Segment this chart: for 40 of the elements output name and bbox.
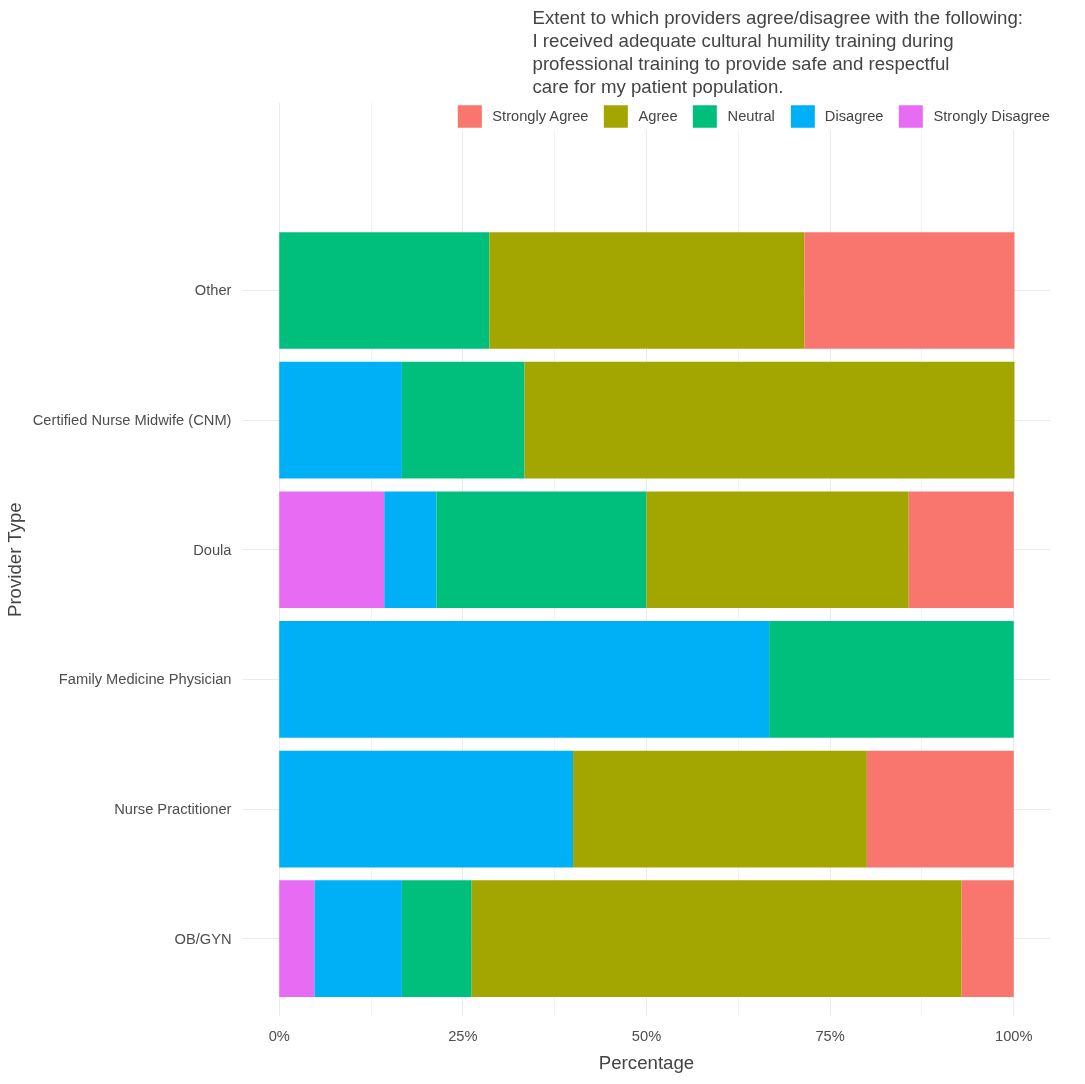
y-tick-label: Nurse Practitioner xyxy=(114,801,232,818)
chart-title: Extent to which providers agree/disagree with the following: I received adequate cultural humility training during professional training to provide safe and respectful care for my patient population. xyxy=(532,7,1024,98)
legend-label: Strongly Agree xyxy=(492,108,589,124)
y-tick-label: Family Medicine Physician xyxy=(58,671,232,688)
y-tick-label: Doula xyxy=(193,541,233,558)
x-tick-label: 100% xyxy=(995,1027,1033,1044)
x-tick-label: 25% xyxy=(448,1027,478,1044)
y-tick-label: Certified Nurse Midwife (CNM) xyxy=(32,412,232,429)
y-axis-title: Provider Type xyxy=(3,502,25,618)
y-tick-label: OB/GYN xyxy=(174,930,232,947)
bar xyxy=(384,491,437,609)
bar xyxy=(573,750,867,868)
bar xyxy=(401,361,525,479)
bar xyxy=(314,880,402,998)
bar xyxy=(646,491,909,609)
bar xyxy=(279,621,770,738)
bar xyxy=(279,750,574,868)
bar xyxy=(279,361,402,479)
bar xyxy=(524,361,1015,479)
bar xyxy=(489,232,805,349)
x-tick-label: 50% xyxy=(631,1027,662,1044)
bar xyxy=(961,880,1014,998)
x-axis-title: Percentage xyxy=(598,1051,695,1073)
bar xyxy=(769,621,1014,738)
bar xyxy=(866,750,1014,868)
bar xyxy=(279,232,490,349)
bar xyxy=(401,880,472,998)
bar xyxy=(436,491,647,609)
bar xyxy=(279,491,385,609)
legend-label: Strongly Disagree xyxy=(933,108,1050,124)
x-tick-label: 0% xyxy=(268,1027,290,1044)
legend-label: Disagree xyxy=(824,108,884,124)
legend-label: Agree xyxy=(638,108,678,124)
bar xyxy=(279,880,315,998)
bar xyxy=(804,232,1015,349)
legend-label: Neutral xyxy=(727,108,775,124)
x-tick-label: 75% xyxy=(815,1027,845,1044)
bar xyxy=(908,491,1014,609)
y-tick-label: Other xyxy=(194,282,232,299)
bar xyxy=(471,880,962,998)
